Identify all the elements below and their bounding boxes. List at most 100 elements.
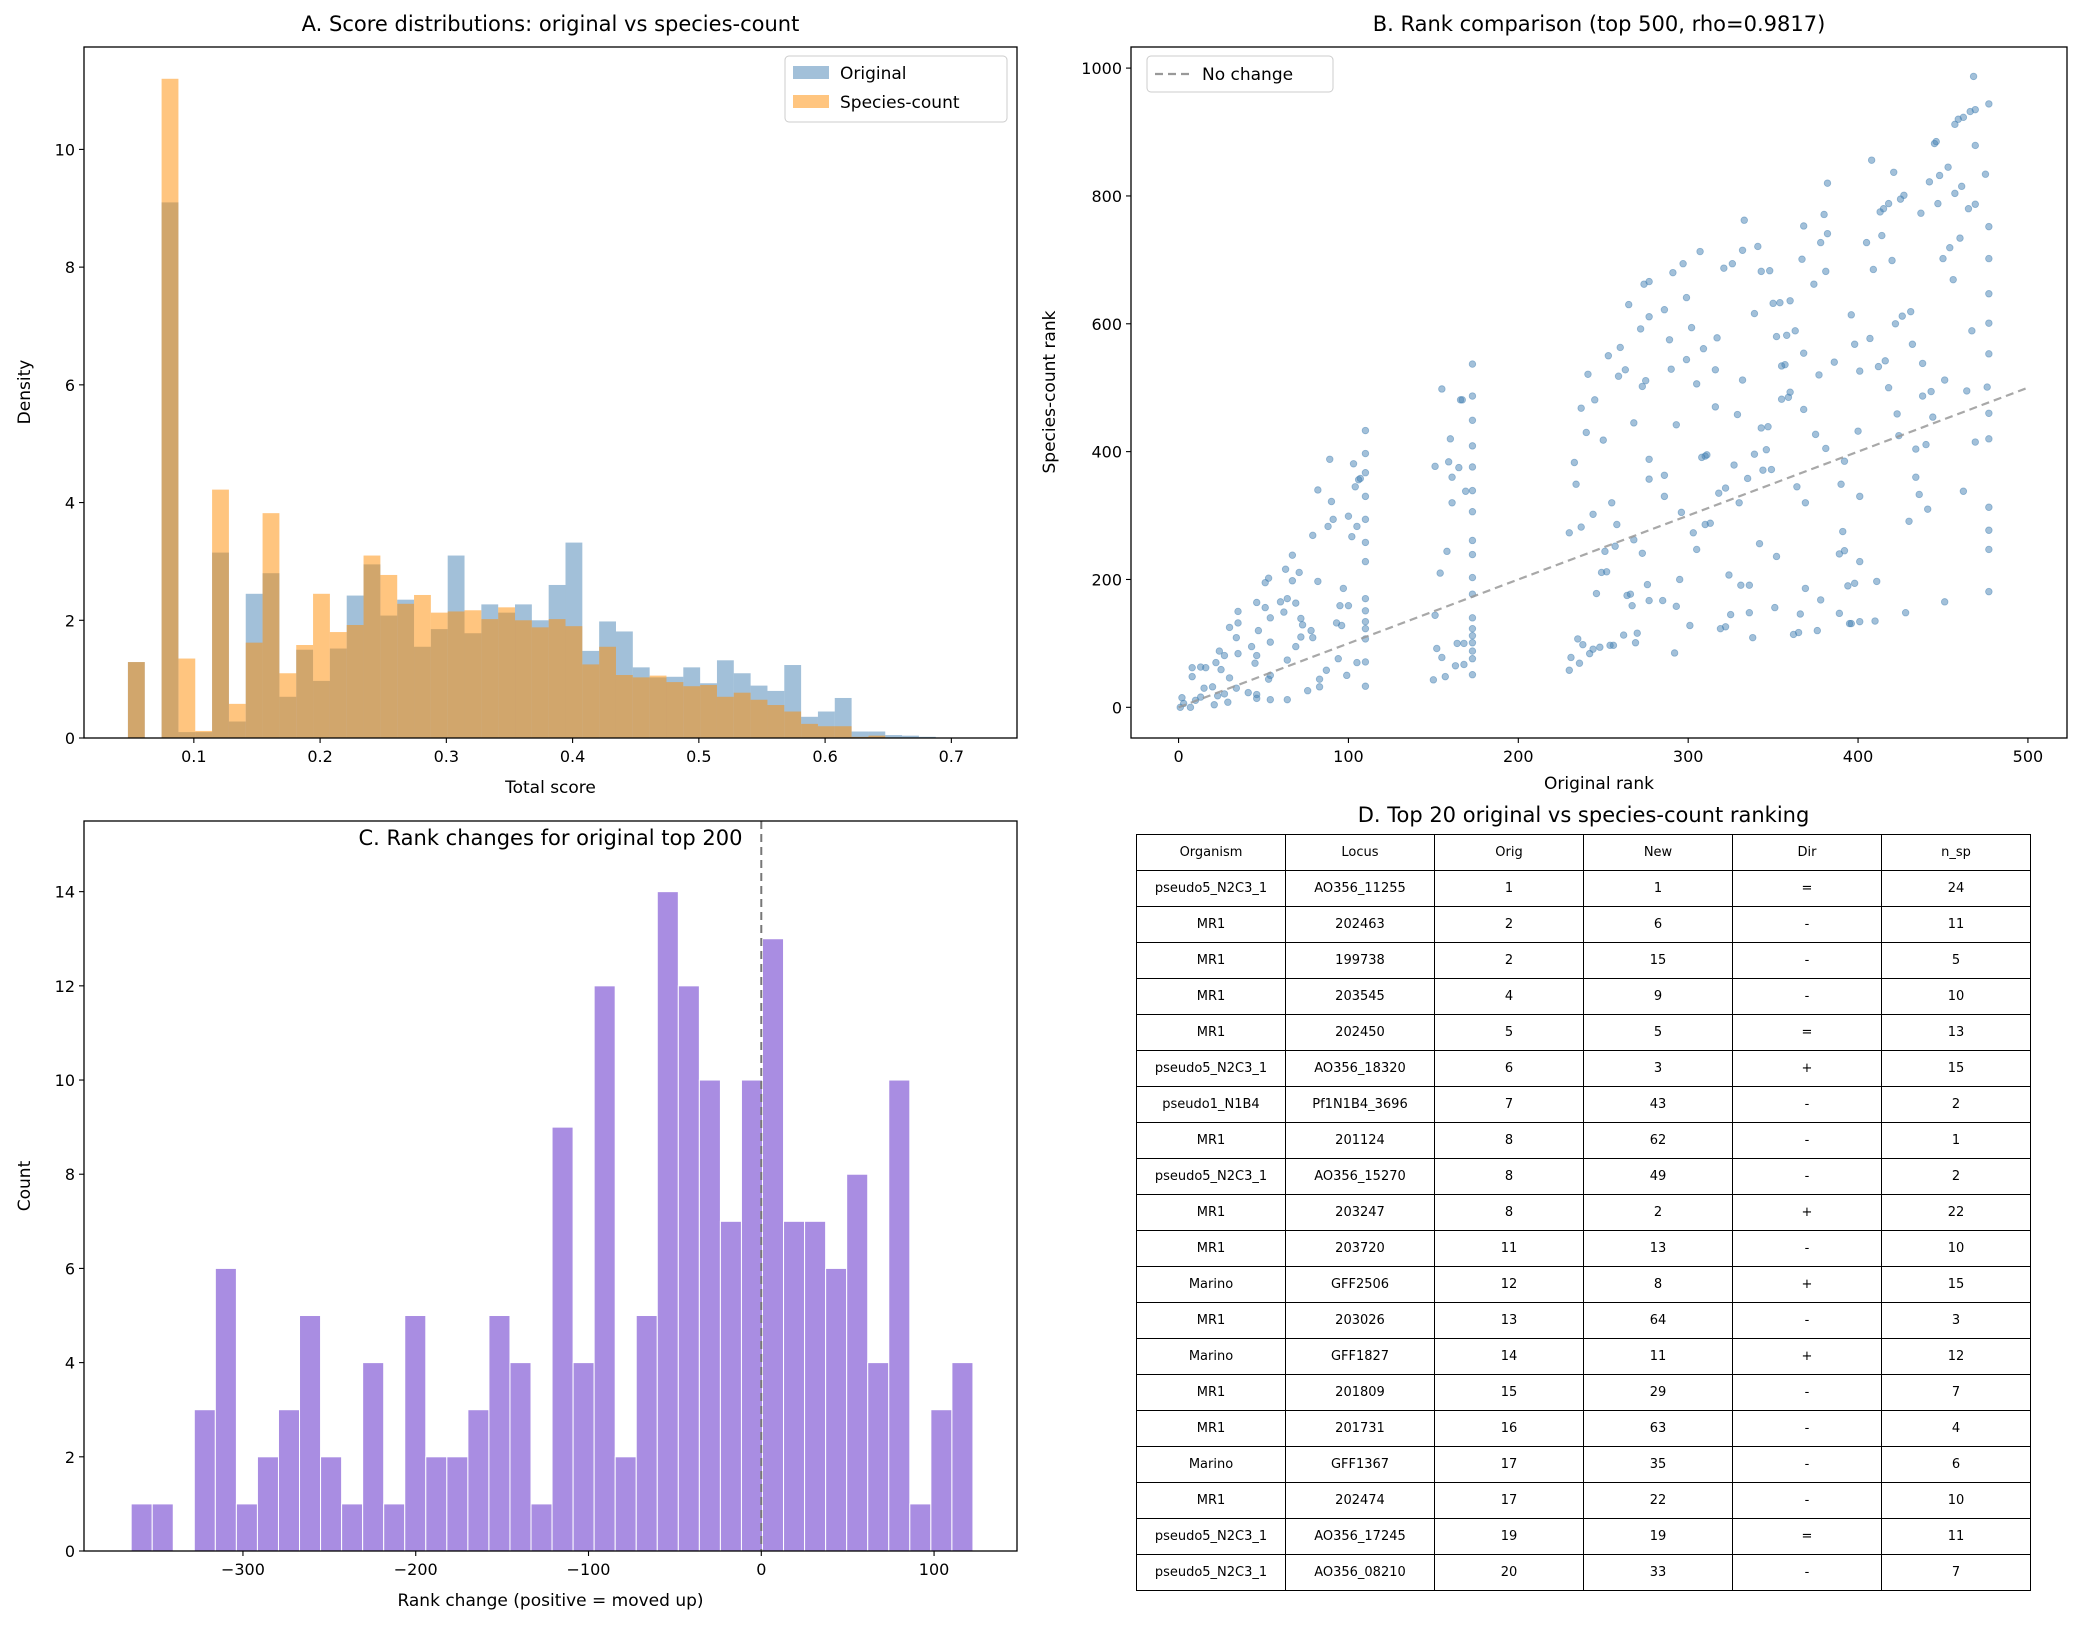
scatter-point [1822, 444, 1830, 453]
scatter-point [1737, 581, 1745, 589]
scatter-point [1811, 430, 1820, 439]
scatter-point [1720, 264, 1728, 272]
scatter-point [1927, 387, 1935, 396]
histogram-bar [130, 1503, 153, 1552]
scatter-point [1642, 376, 1650, 385]
scatter-point [1856, 367, 1864, 375]
histogram-bar [846, 1173, 869, 1552]
scatter-point [1854, 427, 1862, 435]
cell-orig: 16 [1434, 1410, 1584, 1447]
cell-new: New [1583, 834, 1733, 871]
scatter-point [1823, 229, 1832, 238]
scatter-point [1349, 460, 1358, 468]
panel-b-axes-frame [1130, 46, 2068, 739]
scatter-point [1443, 547, 1451, 556]
scatter-point [1964, 205, 1973, 213]
cell-orig: 20 [1434, 1554, 1584, 1591]
scatter-point [1893, 410, 1901, 418]
scatter-point [1361, 658, 1370, 666]
table-row: Marino GFF2506 12 8 +15 [1136, 1266, 2031, 1303]
histogram-bar [214, 1267, 237, 1552]
scatter-point [1628, 601, 1636, 610]
cell-new: 35 [1583, 1446, 1733, 1483]
scatter-point [1867, 156, 1876, 164]
cell-n-sp: n_sp [1881, 834, 2031, 871]
x-tick-label: 0 [1173, 747, 1183, 766]
table-row: pseudo5_N2C3_1 AO356_18320 6 3 +15 [1136, 1050, 2031, 1087]
scatter-point [1208, 683, 1217, 691]
cell-organism: MR1 [1136, 1374, 1286, 1411]
cell-dir: = [1732, 1014, 1882, 1051]
scatter-point [1609, 641, 1618, 650]
scatter-point [1455, 463, 1463, 472]
cell-orig: 17 [1434, 1482, 1584, 1519]
scatter-point [1446, 435, 1455, 443]
cell-dir: - [1732, 906, 1882, 943]
legend-label: No change [1202, 65, 1293, 85]
cell-new: 2 [1583, 1194, 1733, 1231]
scatter-point [1944, 163, 1952, 171]
scatter-point [1567, 653, 1575, 662]
cell-orig: 6 [1434, 1050, 1584, 1087]
scatter-point [1781, 360, 1789, 369]
scatter-point [1244, 688, 1252, 697]
scatter-point [1575, 659, 1584, 667]
scatter-point [1840, 547, 1849, 555]
scatter-point [1253, 598, 1261, 607]
cell-new: 49 [1583, 1158, 1733, 1195]
scatter-point [1436, 569, 1444, 577]
cell-dir: - [1732, 978, 1882, 1015]
cell-orig: Orig [1434, 834, 1584, 871]
cell-orig: 5 [1434, 1014, 1584, 1051]
scatter-point [1444, 458, 1453, 466]
scatter-point [1283, 695, 1291, 704]
scatter-point [1672, 421, 1680, 429]
scatter-point [1251, 659, 1259, 667]
scatter-point [1468, 614, 1477, 622]
scatter-point [1297, 614, 1305, 623]
histogram-bar-species-count [279, 673, 297, 738]
histogram-bar [719, 1220, 742, 1552]
scatter-point [1589, 645, 1597, 653]
histogram-bar [740, 1079, 763, 1552]
histogram-bar-species-count [212, 489, 229, 738]
cell-organism: MR1 [1136, 1194, 1286, 1231]
cell-organism: MR1 [1136, 906, 1286, 943]
scatter-point [1234, 619, 1242, 627]
cell-organism: MR1 [1136, 1230, 1286, 1267]
scatter-point [1672, 602, 1680, 611]
histogram-bar-species-count [178, 658, 196, 738]
panel-b-xlabel: Original rank [1544, 774, 1654, 794]
scatter-point [1696, 247, 1704, 256]
scatter-point [1625, 300, 1633, 309]
histogram-bar-species-count [599, 646, 616, 738]
scatter-point [1898, 312, 1906, 320]
cell-new: 6 [1583, 906, 1733, 943]
y-tick-label: 6 [65, 1259, 75, 1278]
histogram-bar [235, 1503, 258, 1552]
cell-new: 19 [1583, 1518, 1733, 1555]
table-row: MR1 201809 15 29-7 [1136, 1374, 2031, 1411]
scatter-point [1448, 473, 1456, 481]
scatter-point [1565, 666, 1573, 674]
scatter-point [1433, 644, 1441, 653]
cell-locus: GFF1367 [1285, 1446, 1435, 1483]
scatter-point [1940, 598, 1949, 606]
scatter-point [1750, 309, 1759, 318]
scatter-point [1816, 596, 1825, 604]
scatter-point [1881, 357, 1889, 365]
cell-locus: GFF1827 [1285, 1338, 1435, 1375]
histogram-bar [425, 1456, 448, 1552]
y-tick-label: 6 [65, 376, 75, 395]
scatter-point [1985, 290, 1993, 298]
cell-dir: - [1732, 1374, 1882, 1411]
scatter-point [1912, 445, 1920, 453]
scatter-point [1956, 234, 1964, 242]
cell-locus: AO356_18320 [1285, 1050, 1435, 1087]
scatter-point [1689, 529, 1697, 537]
cell-locus: AO356_15270 [1285, 1158, 1435, 1195]
scatter-point [1794, 628, 1803, 637]
scatter-point [1745, 581, 1754, 589]
y-tick-label: 0 [65, 729, 75, 748]
x-tick-label: 0.5 [686, 747, 711, 766]
